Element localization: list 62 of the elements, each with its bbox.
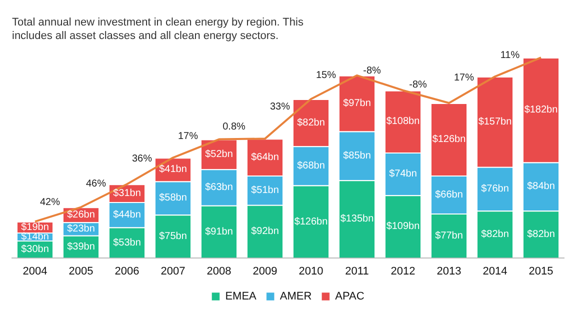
annotation: 36% [132,154,152,165]
x-tick-label: 2013 [436,265,462,278]
x-tick-label: 2011 [345,265,369,278]
x-tick-label: 2015 [528,265,554,278]
annotation: -8% [409,79,427,90]
data-label: $97bn [343,98,371,110]
x-tick-label: 2014 [482,265,508,278]
x-tick-label: 2009 [252,265,278,278]
annotation: 42% [40,197,60,208]
annotation: 11% [500,50,520,61]
data-label: $85bn [343,150,371,162]
data-label: $108bn [386,116,420,128]
data-label: $75bn [159,230,187,242]
data-label: $91bn [205,226,233,238]
data-label: $68bn [297,160,325,172]
data-label: $82bn [297,117,325,128]
data-label: $52bn [205,148,233,160]
data-label: $39bn [67,241,95,252]
x-tick-label: 2007 [160,265,186,278]
data-label: $41bn [159,164,187,176]
annotation: 15% [316,70,336,81]
data-label: $51bn [251,184,279,196]
data-label: $31bn [113,188,141,199]
x-tick-label: 2010 [298,265,324,278]
data-label: $109bn [386,221,420,232]
data-label: $53bn [113,237,141,248]
annotation: 17% [178,131,198,142]
data-label: $44bn [113,209,141,220]
data-label: $64bn [251,152,279,163]
x-tick-label: 2008 [206,265,232,278]
annotation: 33% [270,102,290,113]
data-label: $19bn [21,222,49,233]
x-tick-label: 2004 [22,265,48,278]
data-label: $82bn [481,228,509,240]
legend-label: AMER [280,290,312,303]
legend-label: EMEA [225,290,258,303]
data-label: $126bn [294,216,328,228]
data-label: $126bn [432,134,466,146]
text: Total annual new investment in clean energy by region. This includes all asset classes and all clean energy sectors. [12,16,304,42]
annotation: 0.8% [222,122,246,133]
x-tick-label: 2006 [114,265,140,278]
data-label: $157bn [478,116,512,128]
data-label: $66bn [435,189,463,200]
annotation: -8% [363,66,381,77]
data-label: $135bn [340,214,374,225]
data-label: $84bn [527,181,555,192]
data-label: $76bn [481,184,509,194]
data-label: $58bn [159,192,187,204]
data-label: $30bn [21,244,49,255]
data-label: $182bn [524,104,558,116]
data-label: $63bn [205,182,233,194]
data-label: $77bn [435,230,463,242]
x-tick-label: 2005 [68,265,94,278]
annotation: 46% [86,178,106,190]
data-label: $23bn [67,223,95,234]
data-label: $26bn [67,209,95,220]
annotation: 17% [454,72,474,84]
x-tick-label: 2012 [390,265,416,278]
data-label: $92bn [251,226,279,238]
data-label: $82bn [527,228,555,240]
data-label: $74bn [389,168,417,180]
legend-label: APAC [335,290,364,303]
